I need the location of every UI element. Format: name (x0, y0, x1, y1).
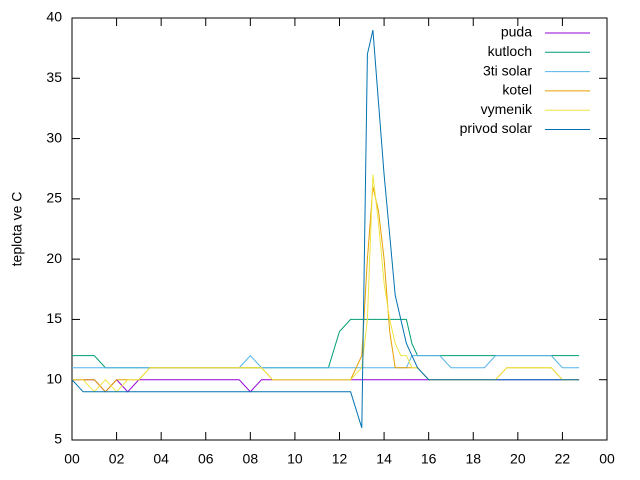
series-line (72, 354, 580, 369)
x-tick-label: 06 (198, 451, 214, 467)
legend-label: kutloch (488, 43, 532, 59)
legend-label: puda (501, 24, 532, 40)
x-tick-label: 16 (421, 451, 437, 467)
y-tick-label: 10 (46, 370, 62, 386)
x-tick-label: 04 (153, 451, 169, 467)
y-tick-label: 30 (46, 129, 62, 145)
x-tick-label: 12 (332, 451, 348, 467)
y-tick-label: 5 (54, 431, 62, 447)
series-line (72, 174, 580, 393)
y-tick-label: 25 (46, 190, 62, 206)
x-tick-label: 10 (287, 451, 303, 467)
legend-label: 3ti solar (483, 62, 532, 78)
x-tick-label: 08 (243, 451, 259, 467)
y-tick-label: 20 (46, 250, 62, 266)
legend-label: vymenik (481, 101, 533, 117)
x-tick-label: 18 (465, 451, 481, 467)
x-tick-label: 00 (599, 451, 615, 467)
y-tick-label: 15 (46, 310, 62, 326)
y-tick-label: 35 (46, 69, 62, 85)
x-tick-label: 14 (376, 451, 392, 467)
series-line (72, 186, 580, 393)
series-line (71, 29, 580, 429)
x-tick-label: 00 (64, 451, 80, 467)
x-tick-label: 02 (109, 451, 125, 467)
x-tick-label: 20 (510, 451, 526, 467)
legend-label: kotel (502, 82, 532, 98)
series-line (72, 318, 580, 369)
x-tick-label: 22 (555, 451, 571, 467)
legend-label: privod solar (460, 120, 533, 136)
y-tick-label: 40 (46, 9, 62, 25)
y-axis-label: teplota ve C (9, 192, 25, 267)
series-line (72, 378, 580, 393)
